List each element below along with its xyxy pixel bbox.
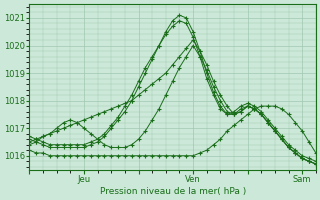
X-axis label: Pression niveau de la mer( hPa ): Pression niveau de la mer( hPa )	[100, 187, 246, 196]
